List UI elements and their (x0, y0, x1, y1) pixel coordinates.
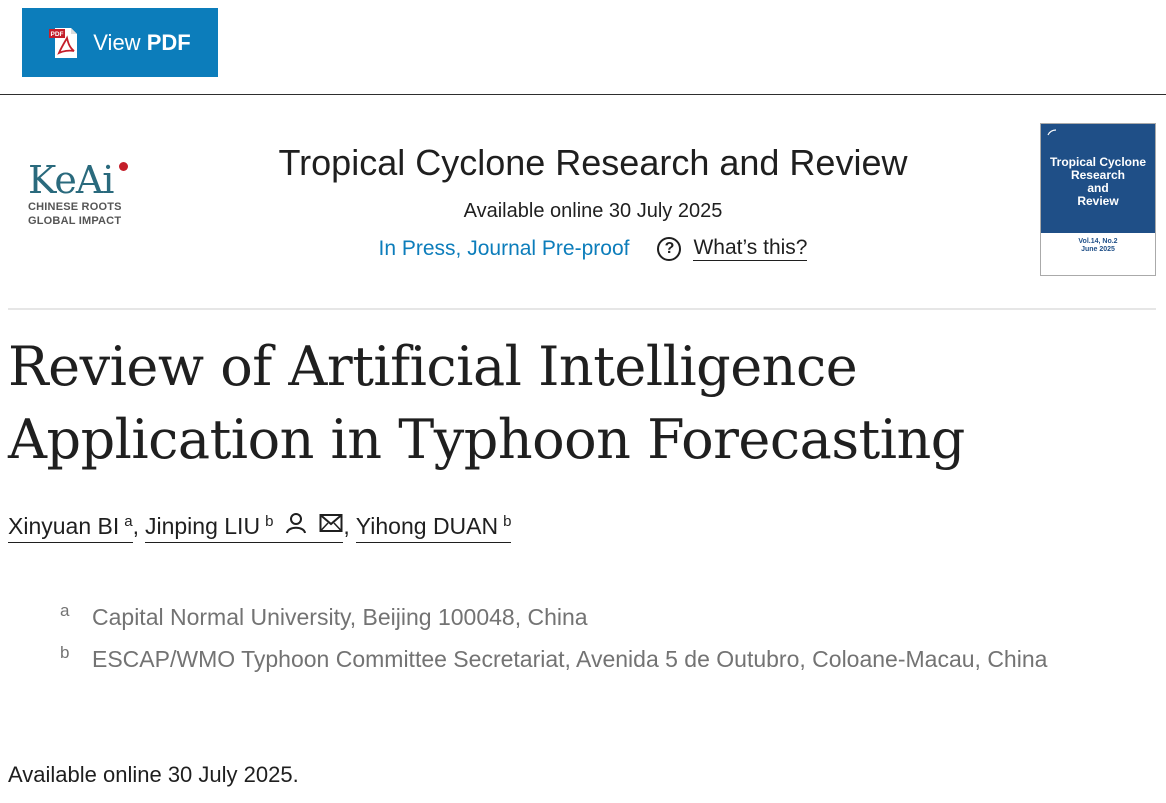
status-row: In Press, Journal Pre-proof ? What’s thi… (158, 236, 1028, 261)
envelope-icon (319, 514, 343, 532)
journal-header: KeAi CHINESE ROOTS GLOBAL IMPACT Tropica… (8, 116, 1156, 310)
pdf-icon: PDF (49, 26, 81, 60)
affiliation-label: a (60, 601, 70, 620)
author-aff-marker: a (124, 513, 133, 530)
available-online: Available online 30 July 2025 (463, 200, 723, 222)
cover-volume: Vol.14, No.2 June 2025 (1078, 238, 1118, 253)
affiliations: a Capital Normal University, Beijing 100… (60, 596, 1120, 680)
cover-panel: Tropical Cyclone Research and Review (1041, 124, 1155, 233)
affiliation-item: b ESCAP/WMO Typhoon Committee Secretaria… (60, 638, 1120, 680)
journal-title[interactable]: Tropical Cyclone Research and Review (278, 142, 908, 183)
affiliation-label: b (60, 643, 70, 662)
author-aff-marker: b (503, 513, 512, 530)
affiliation-text: ESCAP/WMO Typhoon Committee Secretariat,… (92, 646, 1048, 672)
view-pdf-label: View PDF (93, 29, 191, 55)
cover-title: Tropical Cyclone Research and Review (1049, 155, 1147, 208)
publisher-logo-dot (119, 162, 128, 171)
author-list: Xinyuan BI a , Jinping LIU b , Yihong DUAN… (8, 512, 512, 543)
top-toolbar: PDF View PDF (0, 0, 1166, 95)
affiliation-text: Capital Normal University, Beijing 10004… (92, 604, 588, 630)
whats-this-label: What’s this? (693, 236, 808, 261)
pdf-icon-text: PDF (51, 31, 64, 38)
author-link[interactable]: Yihong DUAN b (355, 513, 512, 543)
whats-this-button[interactable]: ? What’s this? (657, 236, 808, 261)
cover-logo-icon (1047, 129, 1057, 136)
publisher-tagline-2: GLOBAL IMPACT (28, 215, 122, 227)
publisher-logo-word: KeAi (28, 158, 114, 202)
available-online-note: Available online 30 July 2025. (8, 762, 299, 787)
author-link[interactable]: Jinping LIU b (144, 512, 344, 543)
question-icon: ? (657, 236, 682, 261)
affiliation-item: a Capital Normal University, Beijing 100… (60, 596, 1120, 638)
view-pdf-button[interactable]: PDF View PDF (22, 8, 218, 77)
journal-cover-image[interactable]: Tropical Cyclone Research and Review Vol… (1040, 123, 1156, 276)
publisher-logo[interactable]: KeAi CHINESE ROOTS GLOBAL IMPACT (28, 160, 138, 228)
person-icon (286, 513, 307, 534)
publisher-tagline-1: CHINESE ROOTS (28, 201, 122, 213)
author-aff-marker: b (265, 513, 274, 530)
in-press-link[interactable]: In Press, Journal Pre-proof (378, 236, 630, 260)
article-title: Review of Artificial Intelligence Applic… (8, 335, 965, 471)
pdf-label: PDF (146, 29, 191, 55)
author-link[interactable]: Xinyuan BI a (8, 513, 133, 543)
